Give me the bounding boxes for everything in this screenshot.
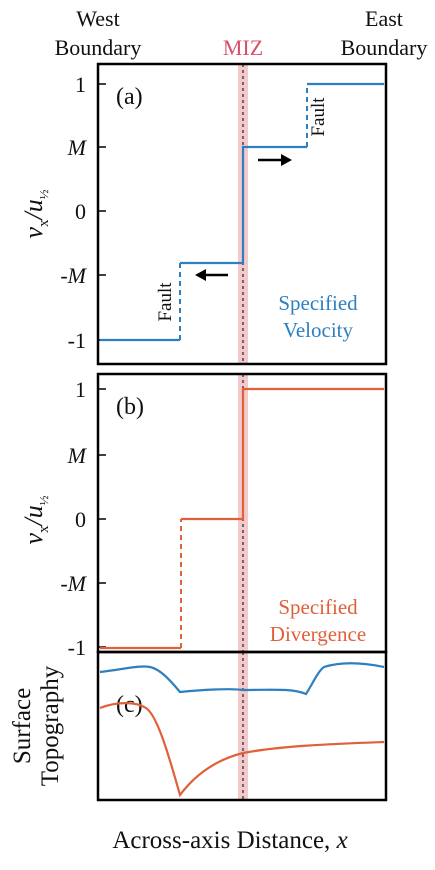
panel-c: (c) Surface Topography (9, 650, 388, 802)
right-arrow-icon (258, 154, 292, 166)
topography-divergence-curve (99, 702, 385, 798)
panel-a-tick-neg-m: -M (60, 263, 87, 288)
panel-a-tick-1: 1 (75, 72, 86, 97)
topography-velocity-curve (99, 662, 385, 696)
panel-b-tick-m: M (67, 443, 88, 468)
specified-velocity-line2: Velocity (283, 318, 353, 342)
left-arrow-icon (195, 269, 228, 281)
x-axis-label: Across-axis Distance, x (112, 827, 347, 854)
panel-a: (a) vx/u½ 1 M 0 -M -1 Fault Fault Specif… (19, 62, 388, 366)
panel-c-ylabel-line2: Topography (37, 665, 64, 786)
panel-b-label: (b) (116, 394, 144, 420)
panel-a-ylabel: vx/u½ (19, 189, 52, 238)
panel-a-frame (96, 62, 388, 366)
specified-divergence-line2: Divergence (270, 622, 366, 646)
panel-b-tick-neg-m: -M (60, 571, 87, 596)
panel-a-label: (a) (116, 84, 143, 110)
east-boundary-line2: Boundary (341, 35, 428, 60)
panel-a-tick-neg1: -1 (68, 328, 86, 353)
panel-b-tick-neg1: -1 (68, 635, 86, 660)
panel-b-tick-0: 0 (75, 507, 86, 532)
panel-c-frame (96, 650, 388, 802)
fault-label-west: Fault (155, 282, 176, 322)
miz-label: MIZ (223, 35, 263, 60)
panel-b-tick-1: 1 (75, 377, 86, 402)
panel-b: (b) vx/u½ 1 M 0 -M -1 Specified Divergen… (19, 372, 388, 660)
west-boundary-line1: West (76, 6, 119, 31)
panel-c-ylabel-line1: Surface (9, 688, 36, 764)
specified-velocity-line1: Specified (278, 291, 358, 315)
panel-a-tick-0: 0 (75, 199, 86, 224)
divergence-line-east (181, 387, 384, 521)
specified-divergence-line1: Specified (278, 595, 358, 619)
velocity-line-mid (180, 145, 307, 265)
panel-b-ylabel: vx/u½ (19, 495, 52, 544)
fault-label-east: Fault (308, 97, 329, 137)
panel-a-tick-m: M (67, 135, 88, 160)
west-boundary-line2: Boundary (55, 35, 142, 60)
east-boundary-line1: East (365, 6, 403, 31)
